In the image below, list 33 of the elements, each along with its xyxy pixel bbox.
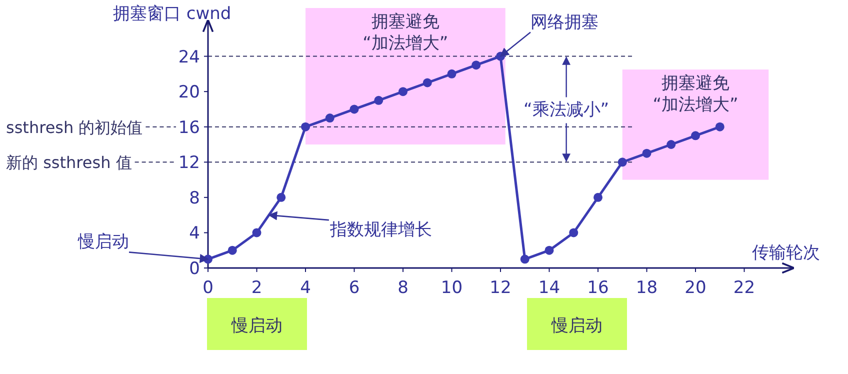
x-tick-label: 8 xyxy=(398,278,408,298)
annotation: “乘法减小” xyxy=(524,100,610,120)
x-tick-label: 14 xyxy=(538,278,560,298)
label-box: 慢启动 xyxy=(207,298,307,350)
label-box: 慢启动 xyxy=(527,298,627,350)
annotation: 网络拥塞 xyxy=(530,12,598,32)
x-tick-label: 6 xyxy=(348,278,360,298)
x-tick-label: 16 xyxy=(587,278,609,298)
ref-line-label: 新的 ssthresh 值 xyxy=(6,153,132,172)
band-label: 拥塞避免 “加法增大” xyxy=(652,74,738,115)
band-label: 拥塞避免 “加法增大” xyxy=(362,12,448,54)
x-axis-title: 传输轮次 xyxy=(752,243,820,263)
band: 拥塞避免 “加法增大” xyxy=(622,70,769,180)
x-tick-label: 4 xyxy=(300,278,311,298)
ref-line-label: ssthresh 的初始值 xyxy=(6,118,143,137)
annotation: 慢启动 xyxy=(77,232,129,252)
x-tick-label: 12 xyxy=(490,278,512,298)
y-tick-label: 16 xyxy=(178,118,200,138)
x-tick-label: 18 xyxy=(636,278,658,298)
x-tick-label: 20 xyxy=(684,278,706,298)
y-tick-label: 0 xyxy=(189,259,200,279)
x-tick-label: 2 xyxy=(251,278,262,298)
y-axis-title: 拥塞窗口 cwnd xyxy=(113,4,232,24)
y-tick-label: 8 xyxy=(189,188,200,208)
band: 拥塞避免 “加法增大” xyxy=(306,8,506,144)
x-tick-label: 10 xyxy=(440,278,463,298)
y-tick-label: 4 xyxy=(189,224,200,244)
x-tick-label: 0 xyxy=(202,278,214,298)
x-tick-label: 22 xyxy=(733,278,756,298)
y-tick-label: 20 xyxy=(178,82,200,103)
y-tick-label: 24 xyxy=(178,47,200,68)
annotation: 指数规律增长 xyxy=(328,220,432,240)
y-tick-label: 12 xyxy=(178,153,200,174)
